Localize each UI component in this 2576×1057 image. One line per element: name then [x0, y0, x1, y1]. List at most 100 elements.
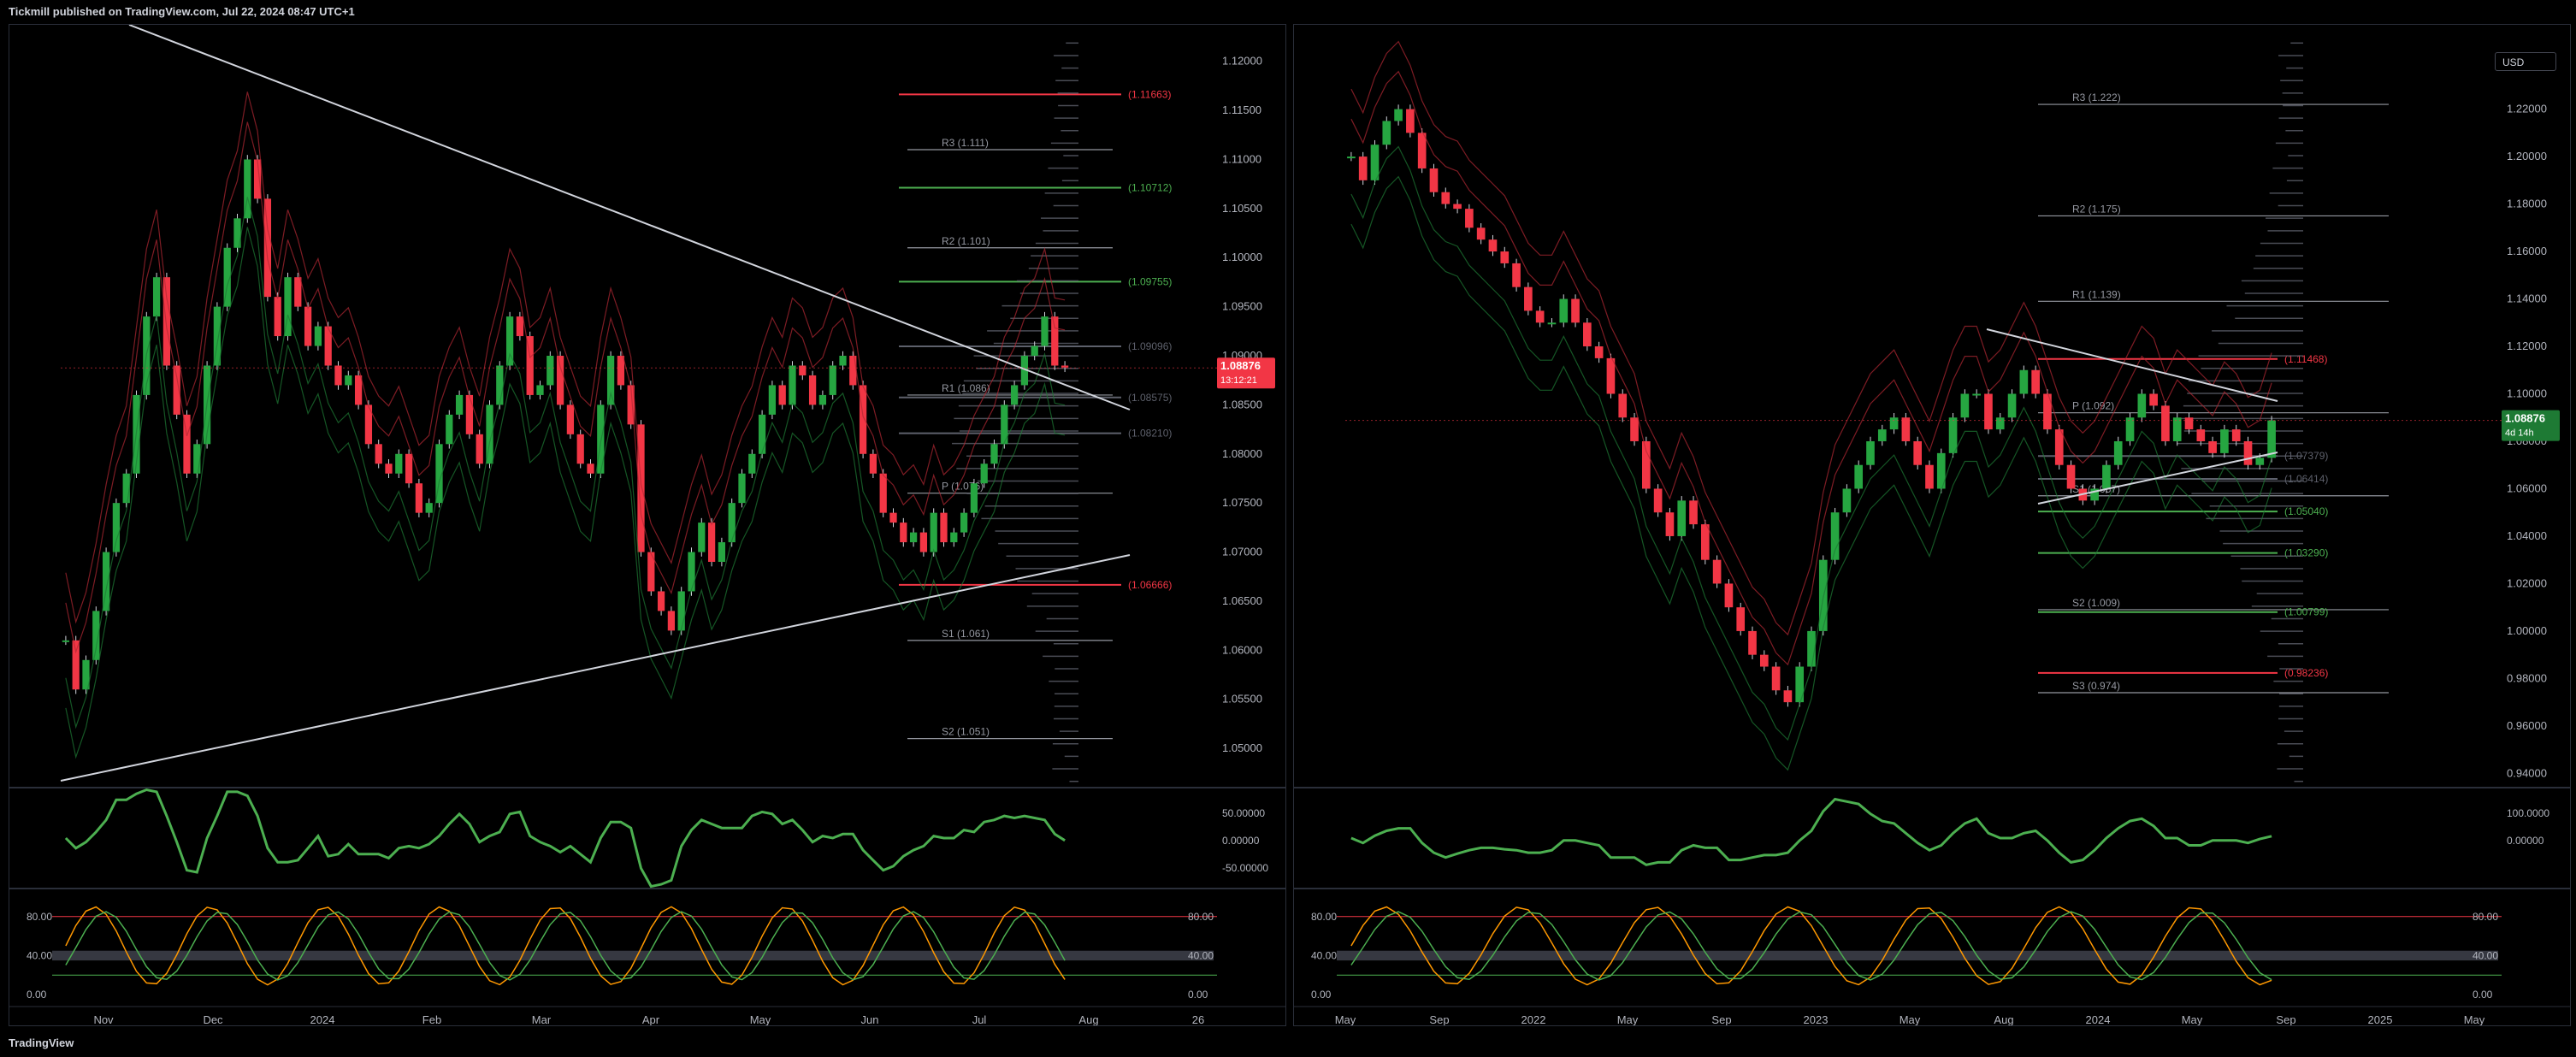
candle-body — [1877, 429, 1887, 441]
candle-body — [707, 523, 716, 563]
trendline-upper — [1986, 328, 2278, 402]
candle-body — [1960, 393, 1970, 418]
x-tick-label: 2023 — [1804, 1013, 1829, 1025]
candle-body — [900, 523, 907, 543]
stochastic-tick-left: 80.00 — [1311, 911, 1337, 923]
chart-pane-left[interactable]: 1.12000 1.11500 1.11000 1.10500 1.10000 1.095… — [9, 24, 1286, 1026]
candle-body — [2054, 429, 2064, 465]
candle-body — [799, 365, 806, 375]
candle-body — [2208, 440, 2217, 453]
candle-body — [62, 640, 70, 642]
candle-body — [2184, 417, 2194, 430]
level-label: (1.10712) — [1128, 182, 1172, 194]
candle-body — [1535, 310, 1545, 323]
candle-body — [677, 591, 685, 631]
candle-body — [970, 483, 978, 513]
y-tick-label: 1.06500 — [1222, 594, 1262, 607]
candle-body — [1001, 404, 1008, 445]
candle-body — [1948, 417, 1958, 453]
x-tick-label: Aug — [1078, 1013, 1098, 1025]
candle-body — [213, 306, 222, 366]
stochastic-d-line — [65, 911, 1066, 981]
candle-body — [1571, 298, 1580, 323]
candle-body — [919, 532, 928, 552]
candle-body — [1010, 385, 1019, 405]
lower-band-outer — [65, 227, 1066, 759]
candle-body — [1382, 121, 1391, 145]
candle-body — [879, 473, 887, 513]
candle-body — [909, 532, 918, 543]
candle-body — [818, 394, 827, 405]
level-label: (1.11663) — [1128, 88, 1171, 100]
candle-body — [455, 394, 464, 415]
candle-body — [2267, 420, 2276, 458]
candle-body — [193, 444, 201, 474]
stochastic-tick-right: 80.00 — [1188, 911, 1214, 923]
x-tick-label: Feb — [422, 1013, 441, 1025]
candle-body — [162, 277, 171, 366]
candle-body — [476, 434, 483, 464]
currency-button[interactable]: USD — [2495, 52, 2556, 71]
y-tick-label: 1.09500 — [1222, 300, 1262, 313]
candle-body — [82, 659, 90, 690]
chart-right-svg[interactable]: 1.240001.220001.200001.180001.160001.140… — [1294, 25, 2570, 1026]
candle-body — [385, 464, 393, 474]
y-tick-label: 1.11000 — [1222, 152, 1261, 165]
oscillator-1-tick: 0.00000 — [2507, 835, 2544, 847]
candle-body — [698, 523, 706, 552]
candle-body — [1370, 145, 1380, 180]
candle-body — [789, 365, 796, 405]
y-tick-label: 1.05500 — [1222, 693, 1262, 706]
candle-body — [2172, 417, 2182, 441]
candle-body — [1051, 316, 1059, 366]
candle-body — [1889, 417, 1899, 430]
candle-body — [1465, 209, 1474, 228]
lower-band-outer — [1350, 175, 2272, 771]
candle-body — [486, 404, 493, 464]
level-label: (1.00799) — [2284, 606, 2328, 618]
candle-body — [718, 542, 726, 563]
candle-body — [2231, 429, 2241, 441]
stochastic-tick-right: 40.00 — [2473, 949, 2498, 961]
candle-body — [263, 198, 272, 298]
candle-body — [446, 414, 453, 445]
candle-body — [869, 453, 877, 474]
x-tick-label: May — [1617, 1013, 1639, 1025]
oscillator-1-tick: -50.00000 — [1222, 862, 1268, 874]
y-tick-label: 1.11500 — [1222, 103, 1261, 116]
oscillator-1-tick: 100.0000 — [2507, 807, 2549, 819]
y-tick-label: 1.12000 — [2507, 340, 2547, 352]
candle-body — [294, 277, 302, 307]
candle-body — [2031, 369, 2040, 394]
x-tick-label: Apr — [642, 1013, 660, 1025]
candle-body — [516, 316, 524, 337]
candle-body — [324, 326, 332, 366]
candle-body — [1358, 156, 1368, 180]
last-price-countdown: 4d 14h — [2505, 428, 2534, 439]
candle-body — [1854, 464, 1864, 489]
candle-body — [738, 473, 746, 504]
y-tick-label: 1.02000 — [2507, 576, 2547, 589]
x-tick-label: Jul — [972, 1013, 987, 1025]
candle-body — [1807, 630, 1816, 667]
chart-left-svg[interactable]: 1.12000 1.11500 1.11000 1.10500 1.10000 1.095… — [9, 24, 1285, 1026]
candle-body — [304, 306, 312, 346]
candle-body — [1866, 440, 1875, 465]
candle-body — [395, 453, 403, 474]
candle-body — [1700, 524, 1710, 560]
x-tick-label: May — [2464, 1013, 2485, 1025]
candle-body — [808, 375, 817, 405]
chart-pane-right[interactable]: 1.240001.220001.200001.180001.160001.140… — [1293, 24, 2571, 1026]
upper-band-inner — [1350, 70, 2272, 666]
candle-body — [1618, 393, 1628, 418]
y-tick-label: 1.18000 — [2507, 198, 2547, 210]
trendline-lower — [2037, 452, 2278, 505]
candle-body — [728, 503, 736, 543]
candle-body — [1925, 464, 1934, 489]
candle-body — [1488, 239, 1498, 252]
last-price-value: 1.08876 — [2505, 412, 2545, 425]
candle-body — [647, 552, 655, 592]
candle-body — [980, 464, 988, 484]
candle-body — [617, 356, 625, 386]
stochastic-tick-left: 40.00 — [27, 949, 52, 961]
